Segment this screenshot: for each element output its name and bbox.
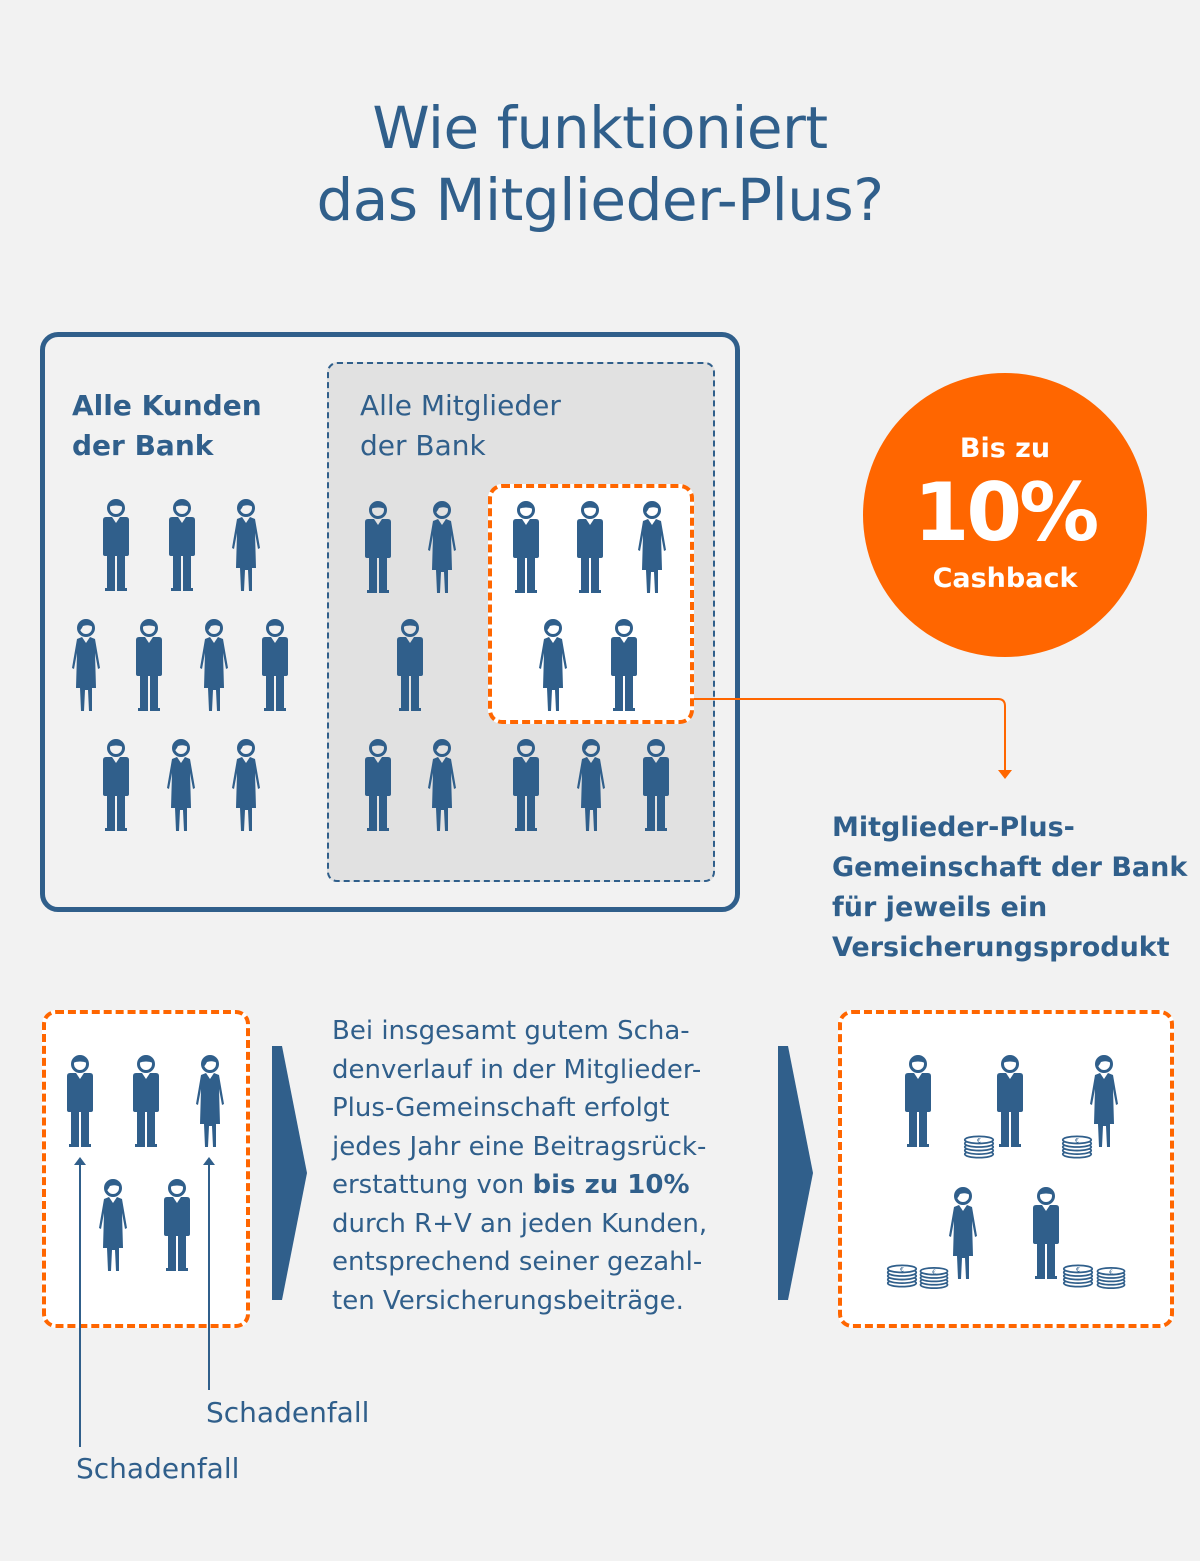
- label-line: Versicherungsprodukt: [832, 932, 1170, 963]
- page-title: Wie funktioniert das Mitglieder-Plus?: [0, 92, 1200, 236]
- label-line: Mitglieder-Plus-: [832, 812, 1075, 843]
- text-line: denverlauf in der Mitglieder-: [332, 1054, 702, 1085]
- text-line: erstattung von bis zu 10%: [332, 1166, 707, 1205]
- woman-icon: [945, 1186, 981, 1282]
- badge-suffix: Cashback: [932, 563, 1078, 594]
- woman-icon: [228, 498, 264, 594]
- man-icon: [1030, 1186, 1062, 1282]
- text-line: jedes Jahr eine Beitragsrück-: [332, 1131, 707, 1162]
- man-icon: [994, 1054, 1026, 1150]
- man-icon: [259, 618, 291, 714]
- label-line: für jeweils ein: [832, 892, 1048, 923]
- chevron-right-icon: [778, 1046, 813, 1300]
- all-members-label: Alle Mitglieder der Bank: [360, 386, 561, 466]
- text-line: entsprechend seiner gezahl-: [332, 1247, 703, 1277]
- woman-icon: [228, 738, 264, 834]
- badge-value: 10%: [913, 466, 1099, 559]
- title-line-2: das Mitglieder-Plus?: [316, 166, 884, 234]
- text-line: durch R+V an jeden Kunden,: [332, 1208, 708, 1239]
- label-line: der Bank: [72, 429, 214, 462]
- text-line: ten Versicherungsbeiträge.: [332, 1285, 684, 1316]
- man-icon: [64, 1054, 96, 1150]
- man-icon: [510, 738, 542, 834]
- explanation-text: Bei insgesamt gutem Scha- denverlauf in …: [332, 1012, 707, 1320]
- woman-icon: [535, 618, 571, 714]
- coin-stack-icon: [1062, 1263, 1094, 1289]
- man-icon: [362, 738, 394, 834]
- label-line: Gemeinschaft der Bank: [832, 852, 1188, 883]
- all-customers-box: [40, 332, 740, 912]
- man-icon: [100, 498, 132, 594]
- man-icon: [902, 1054, 934, 1150]
- man-icon: [133, 618, 165, 714]
- chevron-right-icon: [272, 1046, 307, 1300]
- all-customers-label: Alle Kunden der Bank: [72, 386, 262, 466]
- man-icon: [394, 618, 426, 714]
- man-icon: [362, 500, 394, 596]
- coin-stack-icon: [886, 1263, 918, 1289]
- label-line: Alle Kunden: [72, 389, 262, 422]
- man-icon: [608, 618, 640, 714]
- community-label: Mitglieder-Plus- Gemeinschaft der Bank f…: [832, 808, 1187, 968]
- cashback-badge: Bis zu 10% Cashback: [863, 373, 1147, 657]
- man-icon: [130, 1054, 162, 1150]
- text-line: Bei insgesamt gutem Scha-: [332, 1016, 690, 1046]
- woman-icon: [634, 500, 670, 596]
- coin-stack-icon: [963, 1134, 995, 1160]
- woman-icon: [424, 500, 460, 596]
- coin-stack-icon: [1095, 1267, 1127, 1289]
- coin-stack-icon: [918, 1267, 950, 1289]
- man-icon: [574, 500, 606, 596]
- label-line: Alle Mitglieder: [360, 389, 561, 422]
- badge-prefix: Bis zu: [959, 433, 1051, 464]
- man-icon: [100, 738, 132, 834]
- coin-stack-icon: [1061, 1134, 1093, 1160]
- man-icon: [166, 498, 198, 594]
- text-span: erstattung von: [332, 1170, 533, 1200]
- woman-icon: [424, 738, 460, 834]
- woman-icon: [196, 618, 232, 714]
- claim-arrows-icon: [74, 1157, 215, 1447]
- label-line: der Bank: [360, 429, 486, 462]
- claim-label-1: Schadenfall: [76, 1452, 240, 1485]
- highlight-text: bis zu 10%: [532, 1170, 690, 1200]
- man-icon: [640, 738, 672, 834]
- woman-icon: [163, 738, 199, 834]
- woman-icon: [192, 1054, 228, 1150]
- woman-icon: [573, 738, 609, 834]
- claim-label-2: Schadenfall: [206, 1396, 370, 1429]
- man-icon: [510, 500, 542, 596]
- connector-arrow-icon: [694, 698, 1012, 779]
- text-line: Plus-Gemeinschaft erfolgt: [332, 1093, 670, 1123]
- woman-icon: [68, 618, 104, 714]
- claims-group-box: [42, 1010, 250, 1328]
- title-line-1: Wie funktioniert: [372, 94, 828, 162]
